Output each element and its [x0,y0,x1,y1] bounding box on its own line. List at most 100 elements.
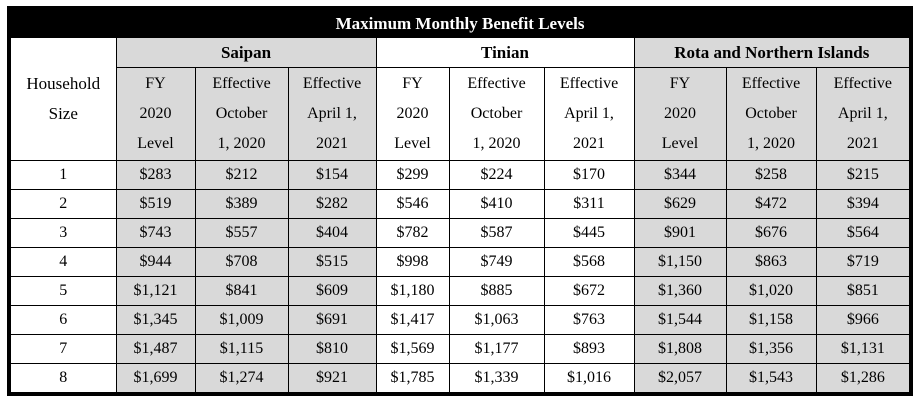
tinian-april-cell: $311 [543,189,635,219]
rota-fy-2020-cell: $629 [633,189,727,219]
tinian-october-cell: $885 [448,276,545,306]
rota-fy-2020-cell: $1,150 [633,247,727,277]
saipan-october-cell: $1,274 [194,363,289,395]
tinian-effective-october-header: Effective October 1, 2020 [448,67,545,161]
saipan-fy-2020-cell: $1,699 [115,363,196,395]
tinian-october-cell: $1,063 [448,305,545,335]
saipan-fy-2020-cell: $519 [115,189,196,219]
table-row: 5 $1,121 $841 $609 $1,180 $885 $672 $1,3… [8,276,912,306]
saipan-april-cell: $404 [287,218,377,248]
tinian-fy-2020-level-header: FY 2020 Level [375,67,450,161]
tinian-october-cell: $749 [448,247,545,277]
group-header-tinian: Tinian [375,37,635,68]
household-size-cell: 2 [8,189,117,219]
title-row: Maximum Monthly Benefit Levels [8,7,912,38]
saipan-fy-2020-cell: $1,121 [115,276,196,306]
saipan-october-cell: $212 [194,160,289,190]
rota-fy-2020-cell: $1,808 [633,334,727,364]
tinian-effective-april-header: Effective April 1, 2021 [543,67,635,161]
saipan-fy-2020-cell: $743 [115,218,196,248]
tinian-fy-2020-cell: $998 [375,247,450,277]
household-size-cell: 5 [8,276,117,306]
rota-april-cell: $394 [815,189,912,219]
household-size-cell: 1 [8,160,117,190]
subheader-row: FY 2020 Level Effective October 1, 2020 … [9,67,912,161]
group-header-saipan: Saipan [115,37,377,68]
saipan-april-cell: $810 [287,334,377,364]
tinian-april-cell: $763 [543,305,635,335]
saipan-april-cell: $515 [287,247,377,277]
rota-fy-2020-cell: $901 [633,218,727,248]
saipan-october-cell: $1,009 [194,305,289,335]
saipan-october-cell: $841 [194,276,289,306]
rota-april-cell: $719 [815,247,912,277]
table-body: 1 $283 $212 $154 $299 $224 $170 $344 $25… [8,160,912,395]
saipan-october-cell: $389 [194,189,289,219]
table-row: 4 $944 $708 $515 $998 $749 $568 $1,150 $… [8,247,912,277]
rota-october-cell: $258 [725,160,817,190]
tinian-april-cell: $672 [543,276,635,306]
tinian-april-cell: $568 [543,247,635,277]
rota-october-cell: $472 [725,189,817,219]
household-size-header: Household Size [8,37,117,161]
tinian-fy-2020-cell: $299 [375,160,450,190]
saipan-fy-2020-cell: $283 [115,160,196,190]
rota-effective-april-header: Effective April 1, 2021 [815,67,912,161]
rota-fy-2020-cell: $2,057 [633,363,727,395]
table-row: 2 $519 $389 $282 $546 $410 $311 $629 $47… [8,189,912,219]
tinian-october-cell: $1,177 [448,334,545,364]
saipan-fy-2020-cell: $1,487 [115,334,196,364]
saipan-october-cell: $1,115 [194,334,289,364]
tinian-october-cell: $1,339 [448,363,545,395]
rota-fy-2020-level-header: FY 2020 Level [633,67,727,161]
rota-effective-october-header: Effective October 1, 2020 [725,67,817,161]
rota-april-cell: $215 [815,160,912,190]
household-size-cell: 7 [8,334,117,364]
rota-october-cell: $676 [725,218,817,248]
saipan-april-cell: $691 [287,305,377,335]
tinian-october-cell: $224 [448,160,545,190]
group-header-row: Household Size Saipan Tinian Rota and No… [8,37,912,161]
rota-fy-2020-cell: $1,360 [633,276,727,306]
tinian-october-cell: $410 [448,189,545,219]
tinian-fy-2020-cell: $546 [375,189,450,219]
rota-fy-2020-cell: $344 [633,160,727,190]
tinian-fy-2020-cell: $1,180 [375,276,450,306]
rota-april-cell: $1,131 [815,334,912,364]
group-header-rota: Rota and Northern Islands [633,37,912,68]
saipan-april-cell: $282 [287,189,377,219]
household-size-cell: 3 [8,218,117,248]
tinian-fy-2020-cell: $1,417 [375,305,450,335]
tinian-fy-2020-cell: $1,569 [375,334,450,364]
tinian-fy-2020-cell: $782 [375,218,450,248]
tinian-october-cell: $587 [448,218,545,248]
saipan-effective-october-header: Effective October 1, 2020 [194,67,289,161]
saipan-october-cell: $708 [194,247,289,277]
saipan-april-cell: $921 [287,363,377,395]
tinian-april-cell: $1,016 [543,363,635,395]
table-row: 6 $1,345 $1,009 $691 $1,417 $1,063 $763 … [8,305,912,335]
rota-october-cell: $1,020 [725,276,817,306]
tinian-fy-2020-cell: $1,785 [375,363,450,395]
rota-october-cell: $1,356 [725,334,817,364]
saipan-fy-2020-cell: $944 [115,247,196,277]
tinian-april-cell: $170 [543,160,635,190]
benefit-table: Maximum Monthly Benefit Levels Household… [7,6,914,396]
table-row: 1 $283 $212 $154 $299 $224 $170 $344 $25… [8,160,912,190]
rota-fy-2020-cell: $1,544 [633,305,727,335]
household-size-cell: 8 [8,363,117,395]
table-title: Maximum Monthly Benefit Levels [8,7,912,38]
saipan-october-cell: $557 [194,218,289,248]
household-size-cell: 4 [8,247,117,277]
tinian-april-cell: $445 [543,218,635,248]
rota-april-cell: $851 [815,276,912,306]
rota-october-cell: $1,158 [725,305,817,335]
rota-april-cell: $966 [815,305,912,335]
rota-october-cell: $1,543 [725,363,817,395]
saipan-effective-april-header: Effective April 1, 2021 [287,67,377,161]
tinian-april-cell: $893 [543,334,635,364]
table-row: 7 $1,487 $1,115 $810 $1,569 $1,177 $893 … [8,334,912,364]
saipan-april-cell: $609 [287,276,377,306]
rota-october-cell: $863 [725,247,817,277]
